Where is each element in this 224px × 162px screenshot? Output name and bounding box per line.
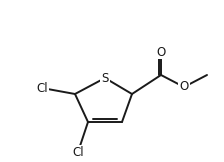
Text: S: S xyxy=(101,71,109,85)
Text: O: O xyxy=(156,46,166,58)
Text: O: O xyxy=(179,81,189,93)
Text: Cl: Cl xyxy=(36,81,48,94)
Text: Cl: Cl xyxy=(72,145,84,158)
